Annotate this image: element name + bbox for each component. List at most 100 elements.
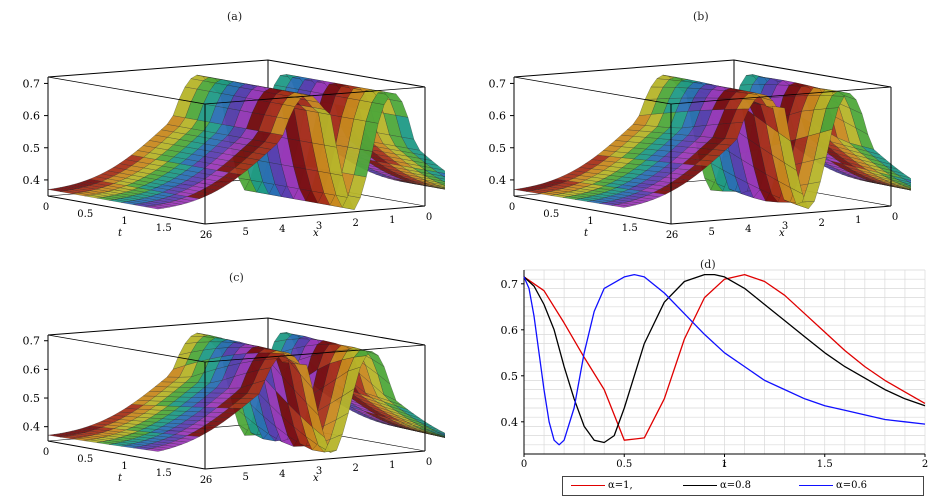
x-tick-label: 5 (242, 472, 248, 483)
x-tick-label: 6 (206, 230, 212, 241)
surface-patch (437, 177, 445, 182)
surface-strip (145, 91, 445, 210)
box-edge (47, 59, 269, 78)
surface-patch (442, 184, 445, 186)
surface-patch (430, 178, 445, 184)
x-tick-label: 0 (892, 212, 898, 223)
t-tick-label: 1 (121, 461, 127, 472)
surface-patch (436, 186, 445, 190)
surface-patch (908, 189, 911, 191)
y-tick-label: 0.7 (501, 278, 519, 291)
x-tick-label: 3 (782, 221, 788, 232)
x-tick-label: 1 (389, 215, 395, 226)
box-edge (204, 450, 426, 470)
box-edge (670, 86, 892, 105)
box-edge (513, 59, 735, 78)
surface-patch (903, 178, 911, 183)
series-line-2 (523, 273, 926, 446)
surface-plot-c: 0.7 0.6 0.5 0.4 0 0.5 1 1.5 2 t 6 5 4 3 2 1 0 x (23, 317, 445, 486)
panel-a-title: (a) (227, 10, 243, 23)
box-edge (47, 76, 206, 105)
surface-patch (443, 176, 445, 178)
x-axis-label: x (779, 228, 785, 239)
x-tick-label: 2 (922, 459, 928, 470)
t-axis-label: t (118, 473, 123, 484)
surface-strip (145, 349, 445, 453)
x-tick-label: 0.5 (616, 459, 632, 470)
surface-strip (121, 345, 445, 451)
z-tick-label: 0.4 (23, 421, 41, 434)
surface-patch (431, 167, 445, 174)
surface-patch (909, 185, 911, 187)
x-axis-label: t (723, 460, 727, 469)
box-edge (204, 86, 426, 105)
surface-patch (443, 434, 445, 436)
x-tick-label: 0 (426, 212, 432, 223)
box-edge (267, 59, 426, 88)
surface-patch (442, 188, 445, 190)
t-tick-label: 1.5 (156, 223, 172, 234)
x-tick-label: 0 (521, 459, 527, 470)
surface-patch (896, 185, 911, 190)
z-tick-label: 0.7 (23, 77, 41, 90)
t-tick-label: 1.5 (622, 223, 638, 234)
t-tick-label: 0 (509, 202, 515, 213)
t-tick-label: 1 (121, 216, 127, 227)
panel-d-title: (d) (700, 258, 716, 271)
box-edge (513, 76, 672, 105)
legend-swatch-black (683, 485, 717, 486)
x-tick-label: 1 (389, 460, 395, 471)
t-axis-label: t (584, 228, 589, 239)
surface-patch (435, 187, 445, 190)
x-axis-label: x (313, 228, 319, 239)
legend-label: α=0.6 (836, 480, 868, 491)
z-tick-label: 0.4 (23, 174, 41, 187)
surface-patch (442, 436, 445, 438)
surface-patch (437, 431, 445, 436)
surface-patch (897, 174, 911, 181)
surface-strip (599, 89, 911, 206)
surface-patch (436, 184, 445, 188)
x-tick-label: 1 (721, 459, 727, 470)
panel-c-title: (c) (229, 271, 244, 284)
y-tick-label: 0.6 (501, 324, 519, 337)
z-tick-label: 0.5 (23, 392, 41, 405)
z-tick-label: 0.7 (489, 77, 507, 90)
z-tick-label: 0.6 (23, 363, 41, 376)
z-tick-label: 0.4 (489, 174, 507, 187)
box-edge (47, 334, 206, 363)
t-tick-label: 0.5 (543, 209, 559, 220)
x-tick-label: 2 (352, 218, 358, 229)
series-line-1 (523, 273, 926, 444)
chart-legend: α=1, α=0.8 α=0.6 (562, 476, 924, 496)
surface-patch (908, 189, 911, 190)
z-tick-label: 0.5 (23, 142, 41, 155)
surface-patch (442, 187, 445, 189)
surface-patch (430, 432, 445, 438)
surface-patch (897, 179, 911, 185)
surface-strip (611, 91, 911, 209)
t-tick-label: 0 (43, 202, 49, 213)
legend-swatch-red (571, 485, 605, 486)
box-edge (204, 205, 426, 225)
surface-patch (896, 182, 911, 188)
surface-patch (431, 431, 445, 437)
x-axis-label: x (313, 473, 319, 484)
line-chart-d: 0.7 0.6 0.5 0.4 0 0.5 1 1.5 2 t (501, 269, 928, 470)
t-tick-label: 1 (587, 216, 593, 227)
t-tick-label: 1.5 (156, 468, 172, 479)
t-axis-label: t (118, 228, 123, 239)
box-edge (670, 205, 892, 225)
surface-patch (903, 182, 911, 187)
x-tick-label: 2 (352, 463, 358, 474)
x-tick-label: 4 (745, 224, 751, 235)
surface-patch (436, 181, 445, 186)
box-edge (47, 317, 269, 336)
x-tick-label: 5 (708, 227, 714, 238)
z-tick-label: 0.7 (23, 335, 41, 348)
z-tick-label: 0.6 (23, 110, 41, 123)
x-tick-label: 1 (855, 215, 861, 226)
surface-patch (908, 187, 911, 189)
z-tick-label: 0.5 (489, 142, 507, 155)
box-edge (733, 59, 892, 88)
